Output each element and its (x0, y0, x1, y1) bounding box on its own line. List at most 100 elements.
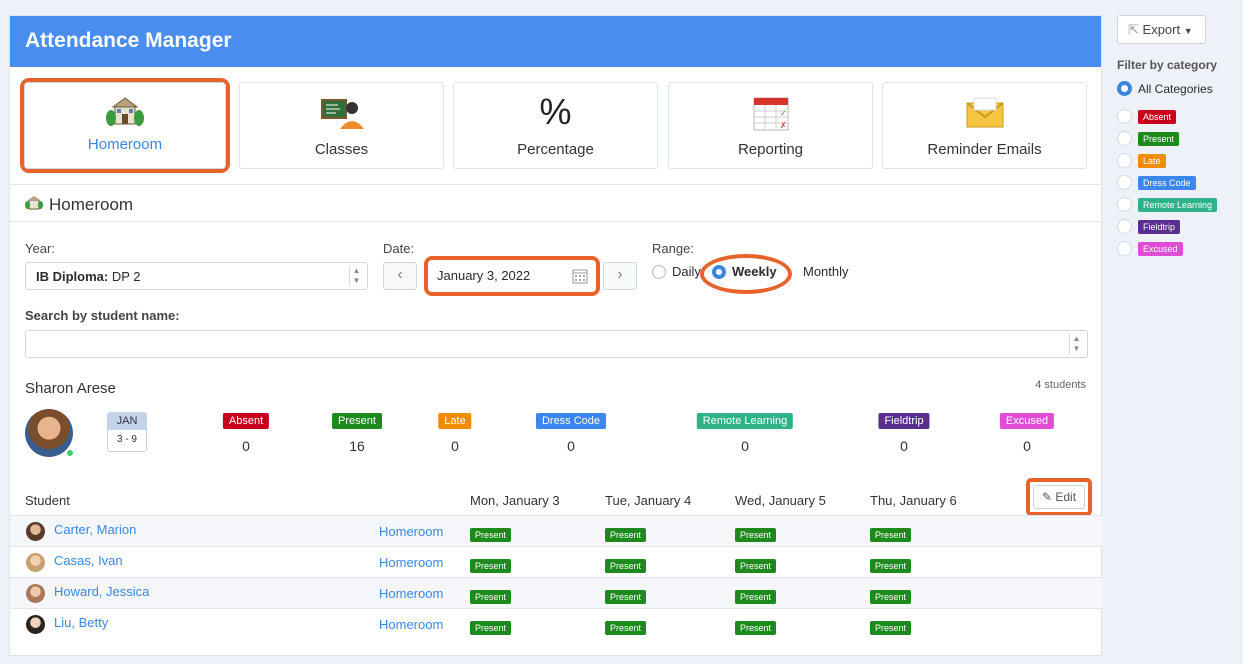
attendance-cell[interactable]: Present (870, 557, 912, 573)
radio-icon (1117, 241, 1132, 256)
edit-highlight: ✎ Edit (1026, 478, 1092, 516)
category-all[interactable]: All Categories (1117, 81, 1213, 96)
category-absent[interactable]: Absent (1117, 109, 1177, 124)
highlight-ring (700, 254, 792, 294)
category-remote-learning[interactable]: Remote Learning (1117, 197, 1218, 212)
stat-value: 16 (349, 438, 365, 454)
attendance-cell[interactable]: Present (470, 588, 512, 604)
range-label: Range: (652, 241, 694, 256)
attendance-cell[interactable]: Present (735, 557, 777, 573)
year-select[interactable]: IB Diploma: DP 2 ▲ ▼ (25, 262, 368, 290)
school-building-icon (105, 94, 145, 133)
year-label: Year: (25, 241, 55, 256)
category-badge: Present (1138, 131, 1180, 146)
cal-range: 3 - 9 (116, 434, 137, 445)
select-stepper-icon: ▲ ▼ (1069, 334, 1083, 354)
stat-badge: Remote Learning (696, 413, 794, 429)
category-present[interactable]: Present (1117, 131, 1180, 146)
student-name-link[interactable]: Howard, Jessica (54, 584, 150, 599)
category-dress-code[interactable]: Dress Code (1117, 175, 1196, 190)
category-excused[interactable]: Excused (1117, 241, 1183, 256)
attendance-cell[interactable]: Present (870, 619, 912, 635)
attendance-cell[interactable]: Present (735, 588, 777, 604)
tile-classes[interactable]: Classes (239, 82, 444, 169)
tile-homeroom[interactable]: Homeroom (20, 78, 230, 173)
stat-badge: Late (438, 413, 472, 429)
homeroom-link[interactable]: Homeroom (379, 524, 444, 539)
edit-button[interactable]: ✎ Edit (1033, 485, 1085, 509)
next-date-button[interactable]: › (603, 262, 637, 290)
stat-value: 0 (242, 438, 250, 454)
range-option-label: Weekly (732, 264, 777, 279)
col-day: Wed, January 5 (735, 493, 826, 508)
cal-month: JAN (108, 413, 146, 430)
attendance-cell[interactable]: Present (870, 588, 912, 604)
divider (10, 221, 1101, 222)
range-daily[interactable]: Daily (652, 264, 701, 279)
tile-reporting[interactable]: ✓ ✗ Reporting (668, 82, 873, 169)
prev-date-button[interactable]: ‹ (383, 262, 417, 290)
student-name-link[interactable]: Carter, Marion (54, 522, 137, 537)
category-fieldtrip[interactable]: Fieldtrip (1117, 219, 1181, 234)
status-badge: Present (735, 590, 777, 604)
svg-text:✗: ✗ (780, 121, 787, 130)
stat-value: 0 (1023, 438, 1031, 454)
status-badge: Present (870, 621, 912, 635)
radio-icon (1117, 131, 1132, 146)
col-day: Mon, January 3 (470, 493, 560, 508)
category-badge: Excused (1138, 241, 1183, 256)
tile-percentage[interactable]: % Percentage (453, 82, 658, 169)
date-label: Date: (383, 241, 415, 256)
radio-icon (652, 264, 666, 279)
status-badge: Present (735, 559, 777, 573)
attendance-cell[interactable]: Present (735, 619, 777, 635)
attendance-cell[interactable]: Present (605, 557, 647, 573)
date-picker[interactable]: January 3, 2022 (424, 256, 600, 296)
range-option-label: Daily (672, 264, 701, 279)
homeroom-link[interactable]: Homeroom (379, 617, 444, 632)
stat-remote-learning: Remote Learning 0 (696, 412, 794, 454)
tile-label: Homeroom (87, 136, 163, 153)
attendance-cell[interactable]: Present (605, 588, 647, 604)
student-name-link[interactable]: Liu, Betty (54, 615, 109, 630)
homeroom-link[interactable]: Homeroom (379, 586, 444, 601)
stat-present: Present 16 (332, 412, 382, 454)
student-name-link[interactable]: Casas, Ivan (54, 553, 123, 568)
attendance-panel: Attendance Manager Homeroom (9, 15, 1103, 656)
stat-badge: Present (332, 413, 382, 429)
filter-title: Filter by category (1117, 58, 1218, 72)
student-search-input[interactable]: ▲ ▼ (25, 330, 1088, 358)
tile-label: Reminder Emails (927, 141, 1042, 158)
status-badge: Present (870, 528, 912, 542)
category-all-label: All Categories (1138, 81, 1213, 96)
category-badge: Fieldtrip (1138, 219, 1181, 234)
student-count: 4 students (1035, 379, 1086, 391)
table-row: Liu, Betty Homeroom Present Present Present P… (10, 608, 1103, 639)
attendance-cell[interactable]: Present (735, 526, 777, 542)
category-badge: Late (1138, 153, 1166, 168)
attendance-cell[interactable]: Present (470, 557, 512, 573)
category-badge: Dress Code (1138, 175, 1196, 190)
envelope-icon (964, 95, 1006, 134)
attendance-cell[interactable]: Present (470, 619, 512, 635)
radio-icon (1117, 109, 1132, 124)
online-status-icon (65, 448, 75, 458)
attendance-cell[interactable]: Present (605, 619, 647, 635)
radio-icon (1117, 153, 1132, 168)
range-monthly[interactable]: Monthly (803, 264, 849, 279)
export-button[interactable]: ⇱ Export ▼ (1117, 15, 1206, 44)
status-badge: Present (605, 559, 647, 573)
range-weekly[interactable]: Weekly (712, 264, 777, 279)
teacher-board-icon (320, 95, 364, 134)
homeroom-link[interactable]: Homeroom (379, 555, 444, 570)
attendance-cell[interactable]: Present (605, 526, 647, 542)
tile-reminder-emails[interactable]: Reminder Emails (882, 82, 1087, 169)
stat-badge: Excused (999, 413, 1055, 429)
attendance-cell[interactable]: Present (870, 526, 912, 542)
radio-selected-icon (1117, 81, 1132, 96)
attendance-cell[interactable]: Present (470, 526, 512, 542)
student-avatar (26, 584, 45, 603)
category-late[interactable]: Late (1117, 153, 1166, 168)
status-badge: Present (605, 621, 647, 635)
status-badge: Present (605, 590, 647, 604)
